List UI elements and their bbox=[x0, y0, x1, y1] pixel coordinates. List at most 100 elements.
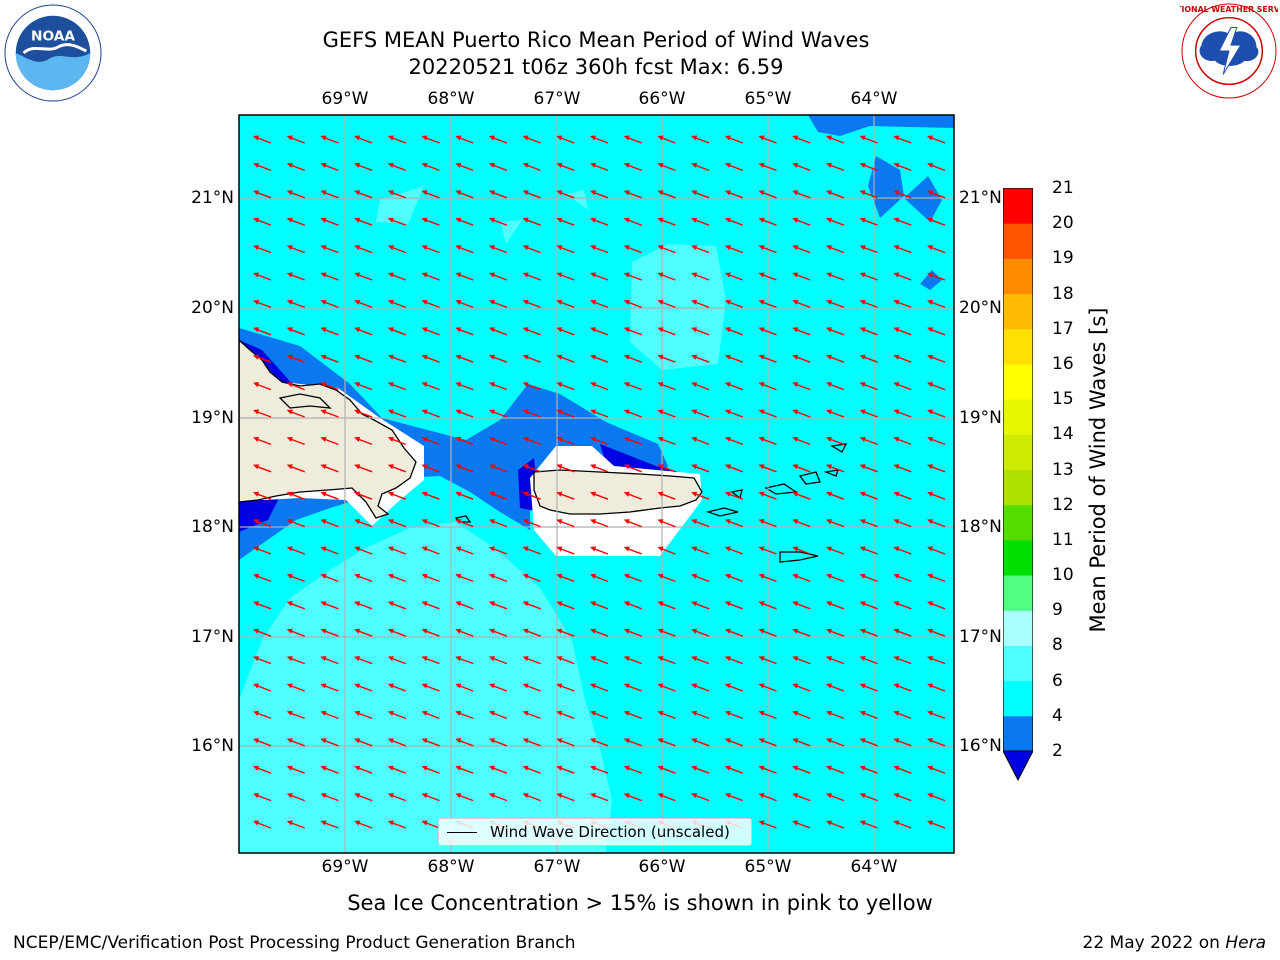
wind-wave-arrow-head bbox=[927, 162, 933, 168]
wind-wave-arrow-head bbox=[927, 135, 933, 141]
wind-wave-arrow-head bbox=[522, 436, 529, 442]
wind-wave-arrow-head bbox=[556, 382, 563, 388]
wind-wave-arrow-head bbox=[758, 656, 765, 662]
wind-wave-arrow-head bbox=[387, 738, 394, 744]
wind-wave-arrow-head bbox=[893, 190, 900, 196]
wind-wave-arrow-head bbox=[354, 436, 361, 442]
wind-wave-arrow-head bbox=[286, 409, 293, 415]
wind-wave-arrow-head bbox=[825, 272, 832, 278]
wind-wave-arrow-head bbox=[859, 601, 866, 607]
wind-wave-arrow-head bbox=[792, 382, 799, 388]
wind-wave-arrow-head bbox=[286, 354, 293, 360]
wind-wave-arrow-head bbox=[893, 464, 900, 470]
wind-wave-arrow-head bbox=[286, 793, 293, 799]
wind-wave-arrow-head bbox=[724, 491, 731, 497]
wind-wave-arrow-head bbox=[354, 601, 361, 607]
wind-wave-arrow-head bbox=[691, 491, 698, 497]
wind-wave-arrow-head bbox=[691, 656, 698, 662]
wind-wave-arrow-head bbox=[893, 409, 900, 415]
colorbar-tick-label: 21 bbox=[1052, 178, 1074, 198]
wind-wave-arrow-head bbox=[455, 464, 462, 470]
wind-wave-arrow-head bbox=[758, 436, 765, 442]
wind-wave-arrow-head bbox=[387, 820, 394, 826]
wind-wave-arrow-head bbox=[724, 573, 731, 579]
wind-wave-arrow-head bbox=[758, 409, 765, 415]
wind-wave-arrow-head bbox=[488, 409, 495, 415]
wind-wave-arrow-head bbox=[691, 382, 698, 388]
wind-wave-arrow-head bbox=[387, 217, 394, 223]
colorbar-tick-label: 15 bbox=[1052, 389, 1074, 410]
wind-wave-arrow-head bbox=[893, 820, 900, 826]
wind-wave-arrow-head bbox=[455, 491, 462, 497]
wind-wave-arrow-head bbox=[556, 656, 563, 662]
wind-wave-arrow-head bbox=[724, 738, 731, 744]
wind-wave-arrow-head bbox=[859, 217, 866, 223]
wind-wave-arrow-head bbox=[522, 656, 529, 662]
wind-wave-arrow-head bbox=[455, 299, 462, 305]
wind-wave-arrow-head bbox=[488, 601, 495, 607]
wind-wave-arrow-head bbox=[927, 820, 933, 826]
wind-wave-arrow-head bbox=[825, 601, 832, 607]
wind-wave-arrow-head bbox=[657, 217, 664, 223]
colorbar-tick-label: 2 bbox=[1052, 741, 1063, 761]
wind-wave-arrow-head bbox=[556, 519, 563, 525]
wind-wave-arrow-head bbox=[421, 382, 428, 388]
legend-label: Wind Wave Direction (unscaled) bbox=[490, 823, 730, 841]
wind-wave-arrow-head bbox=[320, 519, 327, 525]
wind-wave-arrow-head bbox=[455, 628, 462, 634]
wind-wave-arrow-head bbox=[927, 217, 933, 223]
wind-wave-arrow-head bbox=[455, 217, 462, 223]
wind-wave-arrow-head bbox=[590, 710, 596, 716]
wind-wave-arrow-head bbox=[488, 217, 495, 223]
wind-wave-arrow-head bbox=[691, 765, 698, 771]
wind-wave-arrow-head bbox=[455, 436, 462, 442]
wind-wave-arrow-head bbox=[792, 573, 799, 579]
wind-wave-arrow-head bbox=[927, 354, 933, 360]
wind-wave-arrow-head bbox=[556, 683, 563, 689]
wind-wave-arrow-head bbox=[320, 793, 327, 799]
wind-wave-arrow-head bbox=[286, 162, 293, 168]
lat-tick-left: 16°N bbox=[191, 736, 234, 756]
wind-wave-arrow-head bbox=[556, 601, 563, 607]
wind-wave-arrow-head bbox=[758, 491, 765, 497]
wind-wave-arrow-head bbox=[354, 245, 361, 251]
wind-wave-arrow-head bbox=[286, 217, 293, 223]
wind-wave-arrow-head bbox=[556, 436, 563, 442]
wind-wave-arrow-head bbox=[758, 190, 765, 196]
wind-wave-arrow-head bbox=[522, 245, 529, 251]
wind-wave-arrow-head bbox=[657, 436, 664, 442]
wind-wave-arrow-head bbox=[927, 656, 933, 662]
colorbar-tick-label: 12 bbox=[1052, 494, 1074, 515]
wind-wave-arrow-head bbox=[691, 272, 698, 278]
wind-wave-arrow-head bbox=[691, 464, 698, 470]
wind-wave-arrow-head bbox=[320, 327, 327, 333]
wind-wave-arrow-head bbox=[455, 135, 462, 141]
wind-wave-arrow-head bbox=[758, 519, 765, 525]
wind-wave-arrow-head bbox=[859, 765, 866, 771]
wind-wave-arrow-head bbox=[792, 820, 799, 826]
wind-wave-arrow-head bbox=[387, 245, 394, 251]
wind-wave-arrow-head bbox=[286, 601, 293, 607]
wind-wave-arrow-head bbox=[421, 299, 428, 305]
wind-wave-arrow-head bbox=[758, 464, 765, 470]
wind-wave-arrow-head bbox=[724, 327, 731, 333]
wind-wave-arrow-head bbox=[556, 135, 563, 141]
wind-wave-arrow-head bbox=[590, 272, 596, 278]
wind-wave-arrow-head bbox=[691, 546, 698, 552]
wind-wave-arrow-head bbox=[691, 190, 698, 196]
wind-wave-arrow-head bbox=[825, 464, 832, 470]
colorbar-band bbox=[1003, 680, 1033, 717]
wind-wave-arrow-head bbox=[792, 628, 799, 634]
wind-wave-arrow-head bbox=[387, 354, 394, 360]
lon-tick-top: 67°W bbox=[533, 89, 581, 109]
wind-wave-arrow-head bbox=[825, 683, 832, 689]
lat-tick-right: 19°N bbox=[959, 408, 1002, 428]
wind-wave-arrow-head bbox=[522, 793, 529, 799]
wind-wave-arrow-head bbox=[522, 519, 529, 525]
wind-wave-arrow-head bbox=[556, 327, 563, 333]
wind-wave-arrow-head bbox=[455, 190, 462, 196]
wind-wave-arrow-head bbox=[758, 382, 765, 388]
wind-wave-arrow-head bbox=[387, 436, 394, 442]
wind-wave-arrow-head bbox=[488, 546, 495, 552]
wind-wave-arrow-head bbox=[859, 272, 866, 278]
